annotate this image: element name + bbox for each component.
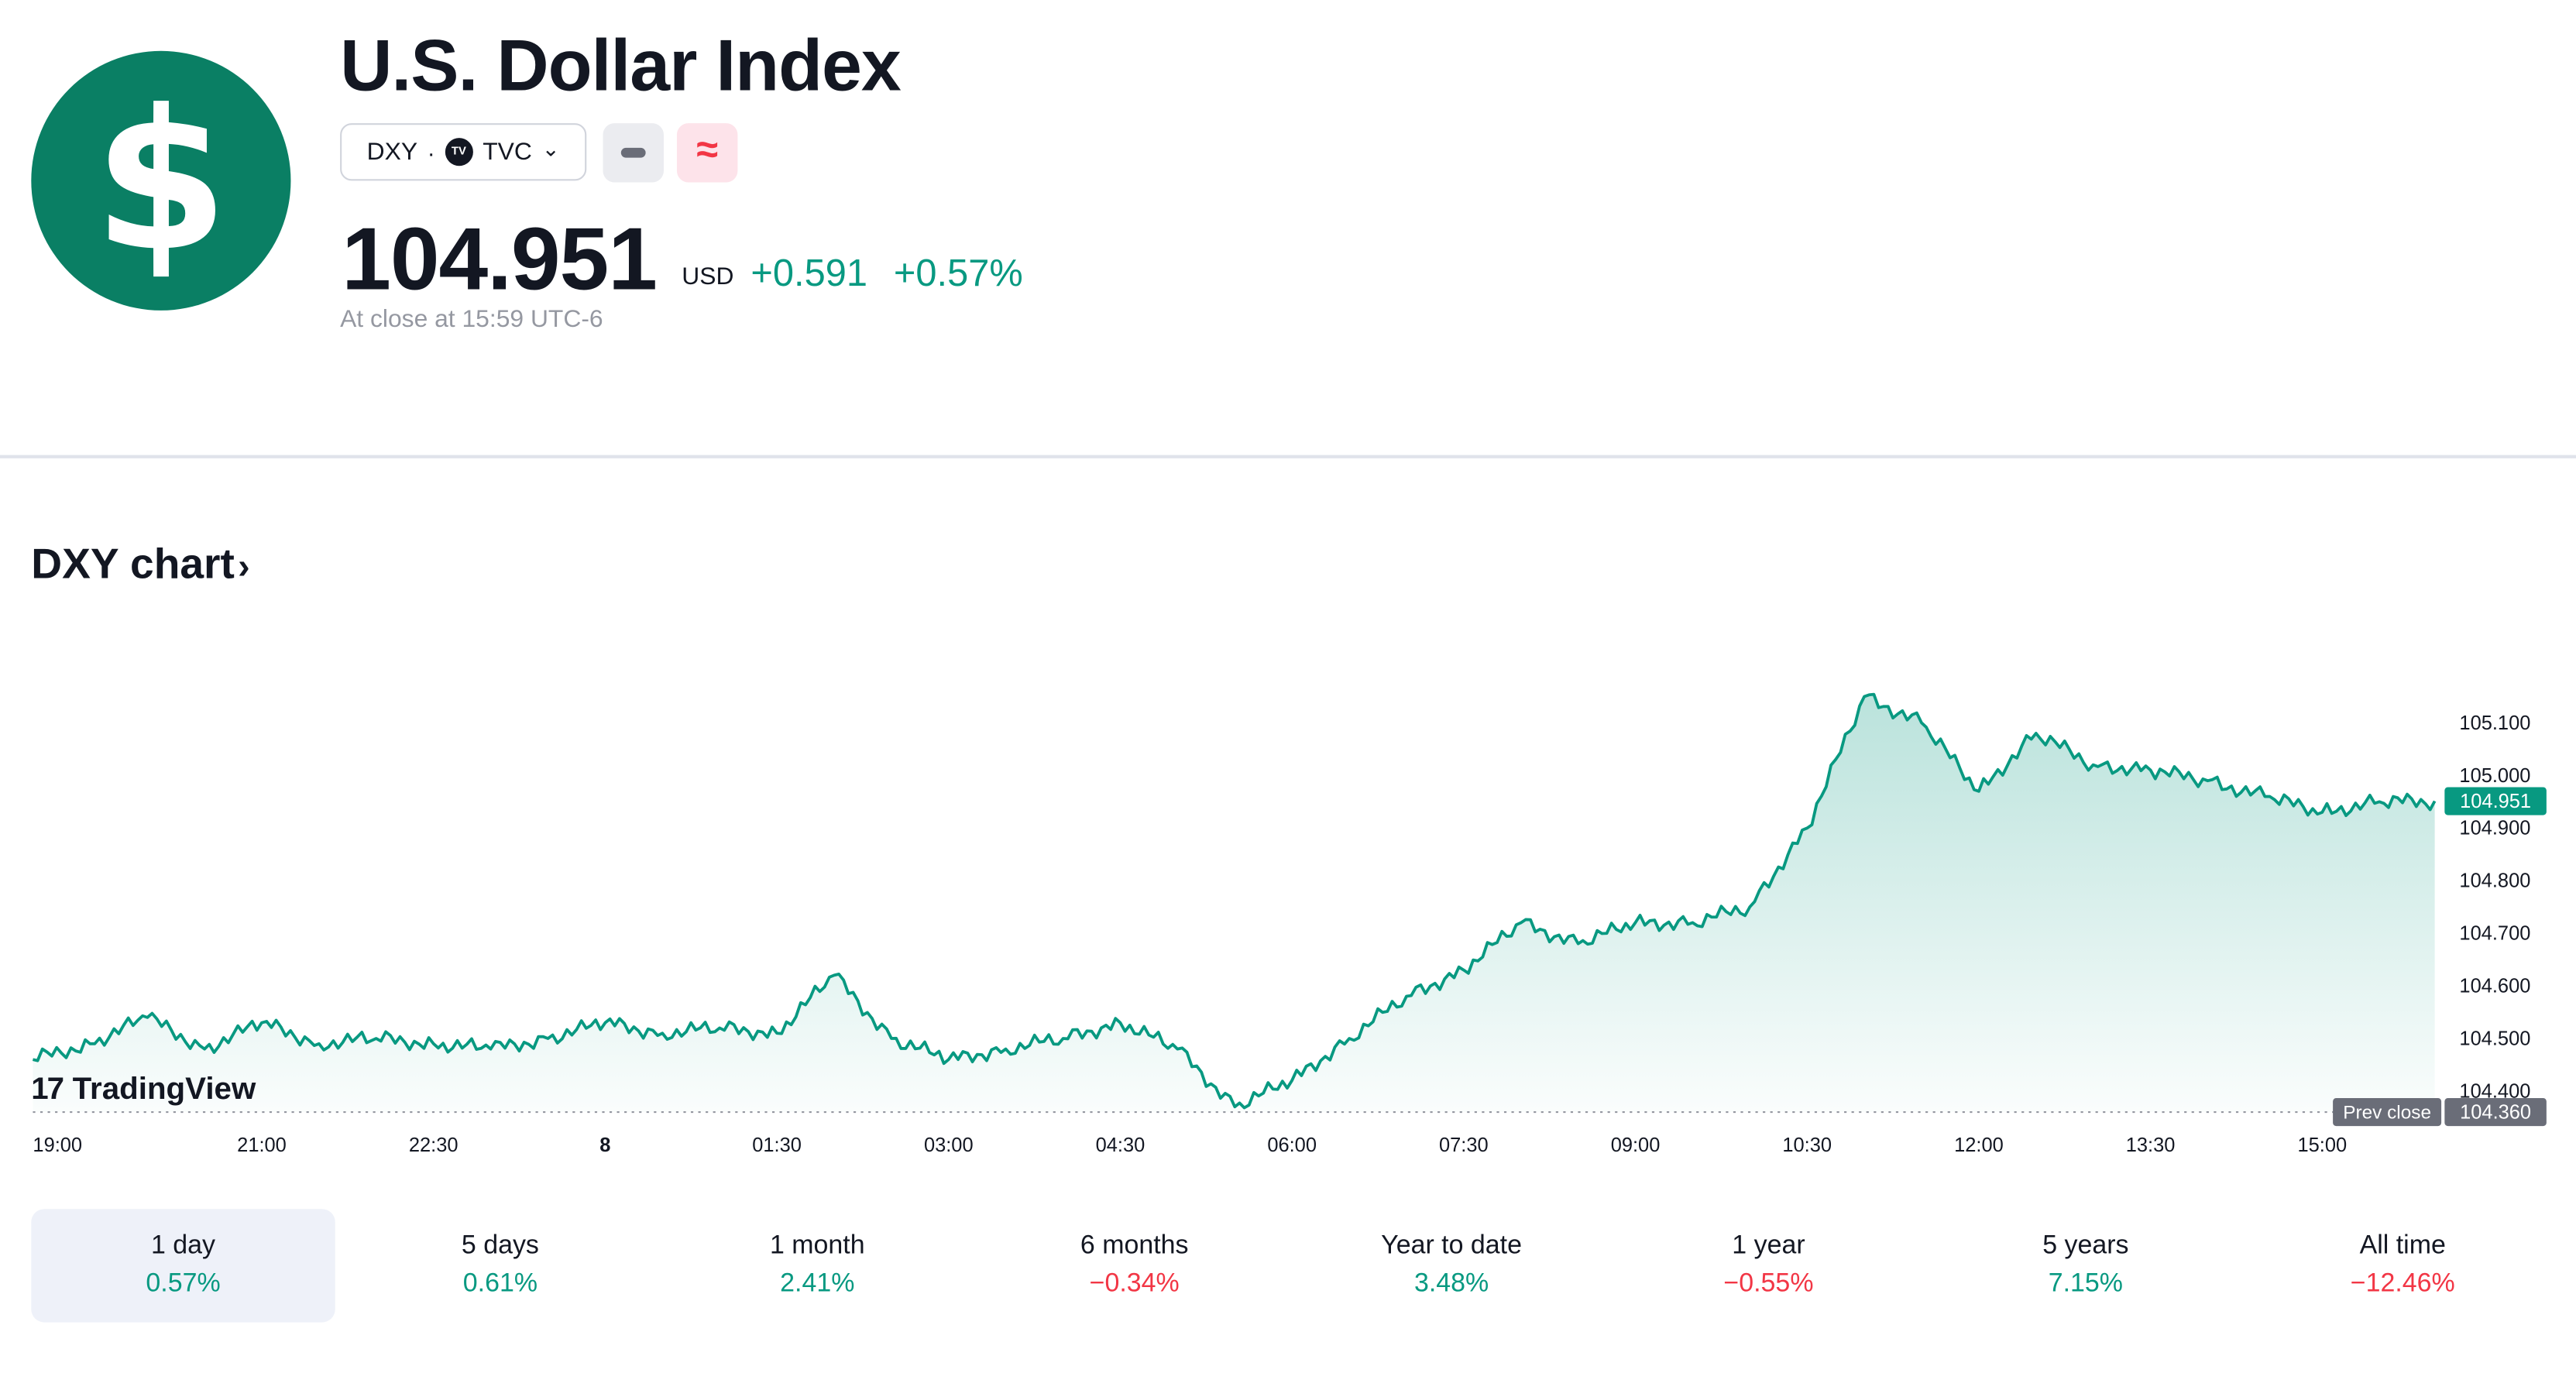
y-tick-label: 105.100 <box>2459 712 2530 734</box>
x-tick-label: 01:30 <box>752 1134 802 1156</box>
price-change-percent: +0.57% <box>893 251 1023 294</box>
period-tab-label: 1 year <box>1732 1231 1805 1260</box>
x-tick-label: 07:30 <box>1439 1134 1489 1156</box>
price-area-fill <box>33 694 2435 1113</box>
index-type-badge[interactable] <box>603 123 664 183</box>
exchange-name: TVC <box>483 138 532 166</box>
tradingview-logo[interactable]: 17 TradingView <box>31 1073 256 1109</box>
x-tick-label: 06:00 <box>1267 1134 1317 1156</box>
symbol-selector[interactable]: DXY · TV TVC ⌄ <box>340 123 587 181</box>
tradingview-logo-text: TradingView <box>72 1073 256 1107</box>
price-line <box>32 692 2437 1110</box>
price-chart[interactable]: 105.100 105.000 104.900 104.800 104.700 104.6… <box>0 649 2576 1166</box>
y-tick-label: 105.000 <box>2459 765 2530 787</box>
x-tick-label: 21:00 <box>237 1134 287 1156</box>
prev-close-marker: Prev close 104.360 <box>2333 1098 2547 1127</box>
chart-title-link[interactable]: DXY chart › <box>31 539 249 590</box>
period-tab-label: All time <box>2359 1231 2446 1260</box>
period-tab-label: 6 months <box>1080 1231 1189 1260</box>
last-value-label: 104.951 <box>2460 791 2531 812</box>
period-tab-label: 1 day <box>150 1231 216 1260</box>
page-title: U.S. Dollar Index <box>340 26 902 107</box>
x-tick-label: 03:00 <box>924 1134 974 1156</box>
period-tab[interactable]: 5 years 7.15% <box>1934 1209 2238 1322</box>
symbol-separator: · <box>427 139 435 166</box>
last-value-marker: 104.951 <box>2444 787 2547 815</box>
x-tick-label: 09:00 <box>1611 1134 1661 1156</box>
period-tab-label: 1 month <box>769 1231 865 1260</box>
x-tick-label: 19:00 <box>33 1134 82 1156</box>
chevron-down-icon: ⌄ <box>541 135 560 160</box>
period-tab-label: 5 days <box>461 1231 539 1260</box>
period-tab-change: −0.55% <box>1723 1269 1814 1298</box>
chart-title-text: DXY chart <box>31 538 235 589</box>
period-tab-label: Year to date <box>1381 1231 1522 1260</box>
period-tab-change: −0.34% <box>1089 1269 1180 1298</box>
y-tick-label: 104.800 <box>2459 870 2530 892</box>
chevron-right-icon: › <box>238 545 250 587</box>
prev-close-label: Prev close <box>2343 1103 2431 1124</box>
period-tab-change: 0.61% <box>462 1269 538 1298</box>
section-divider <box>0 455 2576 458</box>
period-tab[interactable]: 1 day 0.57% <box>31 1209 335 1323</box>
dollar-logo-icon: $ <box>31 50 291 311</box>
period-tab-change: 7.15% <box>2048 1269 2123 1298</box>
x-tick-label: 10:30 <box>1782 1134 1832 1156</box>
x-tick-label: 8 <box>599 1134 610 1156</box>
y-axis: 105.100 105.000 104.900 104.800 104.700 104.6… <box>2459 712 2530 1103</box>
price-change-absolute: +0.591 <box>750 251 867 294</box>
x-tick-label: 22:30 <box>409 1134 459 1156</box>
y-tick-label: 104.600 <box>2459 976 2530 997</box>
y-tick-label: 104.900 <box>2459 818 2530 839</box>
x-tick-label: 13:30 <box>2126 1134 2176 1156</box>
period-tab-change: −12.46% <box>2350 1269 2455 1298</box>
y-tick-label: 104.500 <box>2459 1028 2530 1049</box>
period-tab-change: 0.57% <box>146 1269 221 1298</box>
prev-close-value: 104.360 <box>2460 1102 2531 1124</box>
approx-badge-icon[interactable]: ≈ <box>676 123 738 183</box>
y-tick-label: 104.700 <box>2459 923 2530 945</box>
period-tab[interactable]: All time −12.46% <box>2251 1209 2554 1322</box>
period-tab[interactable]: 6 months −0.34% <box>982 1209 1286 1322</box>
period-tab[interactable]: 5 days 0.61% <box>349 1209 652 1322</box>
symbol-ticker: DXY <box>366 138 418 166</box>
period-tab-label: 5 years <box>2042 1231 2129 1260</box>
period-tab[interactable]: 1 month 2.41% <box>665 1209 969 1322</box>
x-axis: 19:00 21:00 22:30 8 01:30 03:00 04:30 06:00 07:3… <box>33 1134 2347 1156</box>
tradingview-icon: TV <box>445 138 473 166</box>
x-tick-label: 04:30 <box>1096 1134 1145 1156</box>
minus-icon <box>620 147 646 158</box>
x-tick-label: 15:00 <box>2297 1134 2347 1156</box>
period-tab-change: 3.48% <box>1413 1269 1489 1298</box>
period-tab[interactable]: Year to date 3.48% <box>1300 1209 1603 1322</box>
tradingview-logo-icon: 17 <box>31 1073 64 1107</box>
period-tab[interactable]: 1 year −0.55% <box>1616 1209 1920 1322</box>
market-close-time: At close at 15:59 UTC-6 <box>340 305 603 334</box>
price-currency: USD <box>682 263 734 291</box>
period-tab-change: 2.41% <box>780 1269 855 1298</box>
x-tick-label: 12:00 <box>1954 1134 2004 1156</box>
current-price: 104.951 <box>342 210 658 309</box>
